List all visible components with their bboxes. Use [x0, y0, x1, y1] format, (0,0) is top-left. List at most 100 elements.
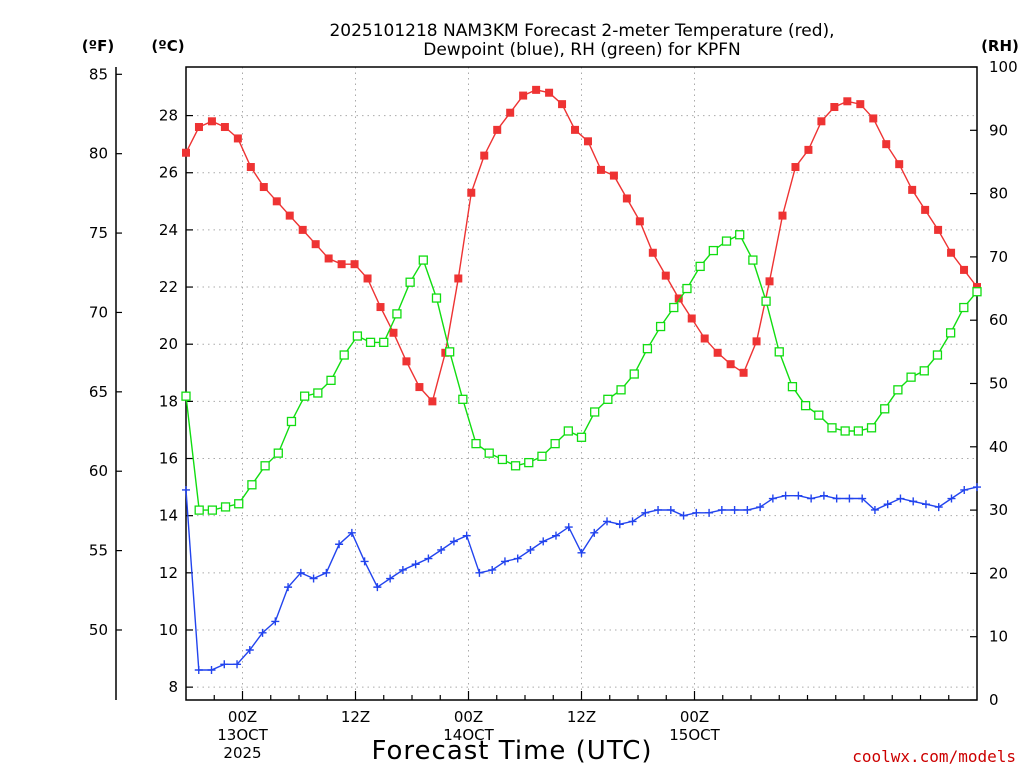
- rh-tick-label: 50: [989, 375, 1008, 393]
- rh-point: [893, 385, 903, 395]
- rh-tick-label: 0: [989, 691, 999, 709]
- celsius-tick-label: 24: [159, 221, 178, 239]
- dewpoint-point: [934, 503, 943, 512]
- 2-meter-temperature-point: [182, 148, 190, 157]
- 2-meter-temperature-point: [869, 114, 878, 123]
- rh-point: [932, 350, 943, 360]
- 2-meter-temperature-point: [726, 360, 735, 369]
- rh-point: [655, 321, 666, 332]
- rh-point: [379, 337, 389, 348]
- 2-meter-temperature-point: [674, 294, 683, 303]
- rh-point: [603, 394, 613, 404]
- dewpoint-point: [858, 494, 867, 503]
- 2-meter-temperature-point: [739, 368, 748, 377]
- 2-meter-temperature-point: [934, 225, 943, 234]
- fahrenheit-axis-unit: (ºF): [82, 37, 114, 55]
- 2-meter-temperature-point: [558, 100, 567, 109]
- dewpoint-point: [679, 511, 688, 520]
- fahrenheit-tick-label: 80: [89, 145, 108, 163]
- dewpoint-point: [654, 505, 663, 514]
- rh-point: [365, 337, 376, 348]
- celsius-tick-label: 26: [159, 164, 178, 182]
- dewpoint-point: [973, 483, 981, 492]
- rh-point: [906, 372, 916, 382]
- 2-meter-temperature-point: [791, 163, 800, 172]
- dewpoint-point: [692, 508, 701, 517]
- fahrenheit-tick-label: 50: [89, 621, 108, 639]
- 2-meter-temperature-point: [467, 188, 476, 197]
- dewpoint-point: [182, 485, 190, 494]
- 2-meter-temperature-point: [337, 260, 346, 269]
- 2-meter-temperature-point: [609, 171, 618, 180]
- dewpoint-point: [194, 665, 203, 674]
- rh-tick-label: 10: [989, 628, 1008, 646]
- celsius-tick-label: 28: [159, 107, 178, 125]
- 2-meter-temperature-point: [700, 334, 709, 343]
- rh-point: [563, 426, 573, 436]
- rh-point: [458, 394, 468, 404]
- celsius-tick-label: 8: [168, 678, 178, 696]
- dewpoint-point: [717, 505, 726, 514]
- 2-meter-temperature-point: [350, 260, 359, 269]
- 2-meter-temperature-point: [259, 183, 268, 192]
- celsius-tick-label: 22: [159, 278, 178, 296]
- x-tick-label: 12Z: [341, 708, 370, 726]
- dewpoint-point: [526, 545, 535, 554]
- 2-meter-temperature-point: [687, 314, 696, 323]
- dewpoint-point: [921, 500, 930, 509]
- dewpoint-point: [233, 660, 242, 669]
- dewpoint-point: [424, 554, 433, 563]
- fahrenheit-tick-label: 65: [89, 383, 108, 401]
- dewpoint-point: [488, 565, 497, 574]
- 2-meter-temperature-point: [921, 205, 930, 214]
- dewpoint-point: [462, 531, 471, 540]
- rh-point: [590, 407, 600, 417]
- 2-meter-temperature-point: [804, 145, 813, 154]
- dewpoint-point: [437, 545, 446, 554]
- 2-meter-temperature-point: [856, 100, 865, 109]
- rh-point: [748, 255, 758, 265]
- dewpoint-point: [386, 574, 395, 583]
- 2-meter-temperature-point: [324, 254, 333, 263]
- rh-point: [537, 451, 547, 461]
- 2-meter-temperature-line: [185, 89, 978, 403]
- 2-meter-temperature-point: [765, 277, 774, 286]
- 2-meter-temperature-point: [285, 211, 294, 220]
- dewpoint-point: [347, 528, 356, 537]
- fahrenheit-tick-label: 70: [89, 303, 108, 321]
- 2-meter-temperature-point: [415, 383, 424, 392]
- rh-point: [761, 296, 771, 306]
- rh-point: [774, 347, 784, 357]
- x-tick-label: 15OCT: [669, 726, 720, 744]
- dewpoint-point: [845, 494, 854, 503]
- 2-meter-temperature-point: [389, 328, 398, 337]
- rh-point: [260, 461, 270, 471]
- celsius-tick-label: 20: [159, 335, 178, 353]
- dewpoint-point: [373, 583, 382, 592]
- rh-point: [721, 236, 732, 246]
- dewpoint-point: [743, 505, 752, 514]
- 2-meter-temperature-point: [713, 348, 722, 357]
- dewpoint-point: [730, 505, 739, 514]
- 2-meter-temperature-point: [233, 134, 242, 143]
- 2-meter-temperature-point: [830, 103, 839, 112]
- 2-meter-temperature-point: [895, 160, 904, 169]
- 2-meter-temperature-point: [428, 397, 437, 406]
- dewpoint-point: [615, 520, 624, 529]
- rh-point: [339, 350, 349, 360]
- rh-point: [326, 375, 336, 385]
- 2-meter-temperature-point: [506, 108, 515, 117]
- rh-point: [418, 255, 428, 265]
- rh-point: [273, 448, 283, 458]
- 2-meter-temperature-point: [311, 240, 320, 249]
- 2-meter-temperature-point: [960, 265, 969, 274]
- rh-point: [695, 261, 705, 272]
- rh-point: [510, 461, 521, 471]
- credit-text: coolwx.com/models: [852, 747, 1016, 766]
- dewpoint-point: [309, 574, 318, 583]
- rh-tick-label: 30: [989, 501, 1008, 519]
- dewpoint-point: [513, 554, 522, 563]
- rh-point: [827, 423, 837, 433]
- dewpoint-point: [539, 537, 548, 546]
- 2-meter-temperature-point: [596, 165, 605, 174]
